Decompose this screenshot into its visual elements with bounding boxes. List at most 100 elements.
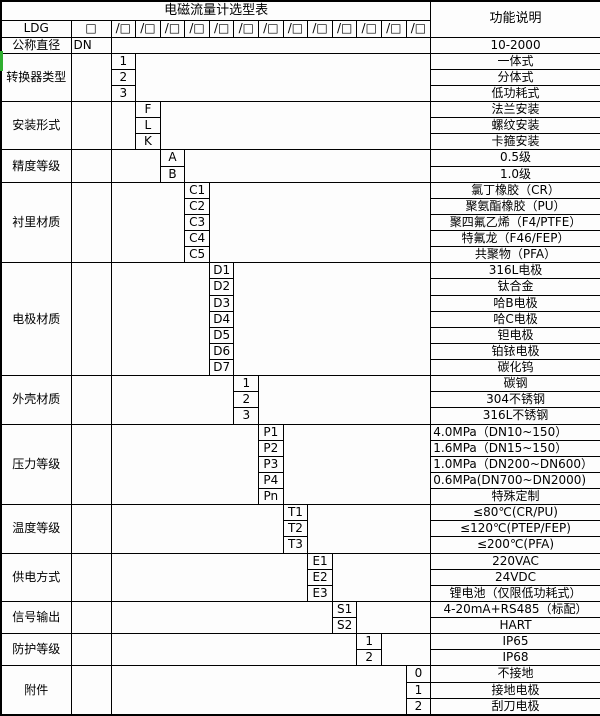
spec-row: K 卡箍安装	[1, 133, 600, 151]
spacer-cell	[110, 600, 333, 635]
spec-row: 外壳材质 1 碳钢	[0, 375, 600, 425]
spacer-cell	[70, 600, 112, 635]
code-cell: P4	[258, 471, 284, 490]
description-cell: ≤80℃(CR/PU)	[430, 504, 600, 522]
spacer-cell	[70, 262, 112, 377]
description-cell: 锂电池（仅限低功耗式）	[430, 584, 600, 602]
code-cell: S1	[331, 600, 358, 619]
model-segment-box-cell: /□	[381, 19, 407, 38]
description-cell: 0.5级	[430, 149, 600, 167]
code-cell: S2	[331, 616, 358, 635]
table-title: 电磁流量计选型表	[0, 0, 432, 21]
spacer-cell	[70, 149, 112, 183]
code-cell: 2	[356, 649, 383, 667]
model-segment-box-cell: /□	[258, 19, 284, 38]
description-cell: ≤200℃(PFA)	[430, 536, 600, 554]
spec-row: 防护等级 1 IP65	[0, 633, 600, 667]
description-cell: IP68	[430, 649, 600, 667]
description-cell: 特殊定制	[430, 487, 600, 506]
model-segment-box-cell: /□	[110, 19, 137, 38]
spec-row: 压力等级 P1 4.0MPa（DN10~150）	[0, 423, 600, 506]
description-cell: 法兰安装	[430, 100, 600, 119]
spacer-cell	[282, 423, 432, 506]
description-cell: 聚四氟乙烯（F4/PTFE）	[430, 213, 600, 232]
description-cell: 刮刀电极	[430, 697, 600, 716]
function-column-header: 功能说明	[430, 0, 600, 38]
category-label: 转换器类型	[0, 52, 72, 103]
code-cell: D6	[208, 342, 235, 361]
model-segment-box-cell: /□	[233, 19, 260, 38]
spacer-cell	[70, 52, 112, 103]
category-label: 外壳材质	[0, 375, 72, 425]
category-label: 衬里材质	[0, 181, 72, 264]
model-prefix-cell: LDG	[0, 19, 72, 38]
description-cell: 1.0级	[430, 165, 600, 183]
code-cell: C4	[184, 229, 210, 248]
spacer-cell	[70, 552, 112, 602]
code-cell: B	[159, 165, 186, 183]
description-cell: 共聚物（PFA）	[430, 246, 600, 264]
code-cell: Pn	[258, 487, 284, 506]
description-cell: 4-20mA+RS485（标配）	[430, 600, 600, 619]
model-base-box-cell: □	[70, 19, 112, 38]
description-cell: 304不锈钢	[430, 391, 600, 409]
code-cell: D5	[208, 326, 235, 344]
spacer-cell	[110, 665, 407, 716]
spacer-cell	[110, 504, 284, 554]
spec-row: 电极材质 D1 316L电极	[0, 262, 600, 377]
model-segment-box-cell: /□	[135, 19, 161, 38]
description-cell: 4.0MPa（DN10~150）	[430, 423, 600, 441]
description-cell: 碳钢	[430, 375, 600, 393]
spacer-cell	[110, 423, 260, 506]
description-cell: 卡箍安装	[430, 133, 600, 151]
scan-artifact-mark	[0, 51, 3, 71]
spacer-cell	[110, 262, 210, 377]
code-cell: 2	[233, 391, 260, 409]
spec-row: P3 1.0MPa（DN200~DN600）	[1, 455, 600, 473]
spec-row: 精度等级 A 0.5级	[0, 149, 600, 183]
description-cell: 聚氨酯橡胶（PU）	[430, 197, 600, 215]
code-cell: 1	[110, 52, 137, 70]
code-cell: A	[159, 149, 186, 167]
spec-row: D5 钽电极	[1, 326, 600, 344]
code-cell: 2	[110, 68, 137, 86]
code-cell: 2	[405, 697, 432, 716]
spacer-cell	[208, 181, 432, 264]
description-cell: 220VAC	[430, 552, 600, 570]
code-cell: D7	[208, 358, 235, 377]
code-cell: C1	[184, 181, 210, 199]
spacer-cell	[70, 423, 112, 506]
spec-row: C2 聚氨酯橡胶（PU）	[1, 197, 600, 215]
model-segment-box-cell: /□	[159, 19, 186, 38]
spacer-cell	[381, 633, 432, 667]
title-row: 电磁流量计选型表 功能说明	[0, 0, 600, 38]
spacer-cell	[356, 600, 432, 635]
code-cell: E3	[307, 584, 333, 602]
code-cell: 0	[405, 665, 432, 683]
spacer-cell	[184, 149, 432, 183]
spacer-cell	[110, 149, 161, 183]
spec-row: E2 24VDC	[1, 568, 600, 586]
spacer-cell	[307, 504, 432, 554]
spec-row: 公称直径 DN 10-2000	[0, 36, 600, 54]
code-cell: 1	[405, 681, 432, 699]
description-cell: 特氟龙（F46/FEP）	[430, 229, 600, 248]
model-segment-box-cell: /□	[307, 19, 333, 38]
description-cell: 螺纹安装	[430, 117, 600, 135]
description-cell: 氯丁橡胶（CR）	[430, 181, 600, 199]
category-label: 温度等级	[0, 504, 72, 554]
category-label: 信号输出	[0, 600, 72, 635]
code-cell: K	[135, 133, 161, 151]
description-cell: 1.0MPa（DN200~DN600）	[430, 455, 600, 473]
spec-row: S2 HART	[1, 616, 600, 635]
code-cell: D1	[208, 262, 235, 280]
code-cell: 3	[233, 407, 260, 425]
description-cell: 10-2000	[430, 36, 600, 54]
model-segment-box-cell: /□	[208, 19, 235, 38]
description-cell: 分体式	[430, 68, 600, 86]
code-cell: D3	[208, 294, 235, 312]
spacer-cell	[70, 633, 112, 667]
spec-row: B 1.0级	[1, 165, 600, 183]
model-segment-box-cell: /□	[331, 19, 358, 38]
